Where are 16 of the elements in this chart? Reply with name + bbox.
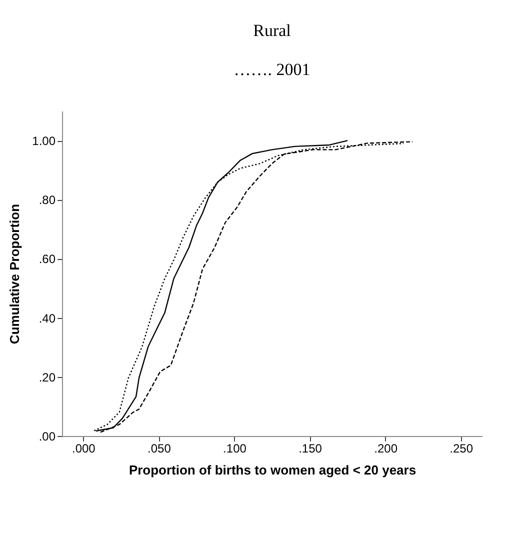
y-tick-label: .60: [38, 252, 56, 266]
x-axis-title: Proportion of births to women aged < 20 years: [128, 462, 416, 478]
y-tick-label: .40: [38, 311, 56, 326]
y-axis-title: Cumulative Proportion: [7, 204, 22, 344]
chart-subtitle: ……. 2001: [234, 60, 310, 79]
y-tick-label: .00: [38, 430, 56, 444]
x-tick-label: .150: [298, 442, 322, 456]
y-tick-label: 1.00: [32, 134, 56, 148]
y-tick-label: .20: [38, 370, 56, 384]
x-tick-label: .100: [223, 442, 247, 456]
y-tick-label: .80: [38, 193, 56, 208]
x-tick-label: .000: [72, 442, 96, 456]
x-tick-label: .050: [148, 442, 172, 456]
chart-title: Rural: [253, 21, 292, 40]
x-tick-label: .200: [374, 442, 398, 456]
x-tick-label: .250: [450, 442, 474, 456]
